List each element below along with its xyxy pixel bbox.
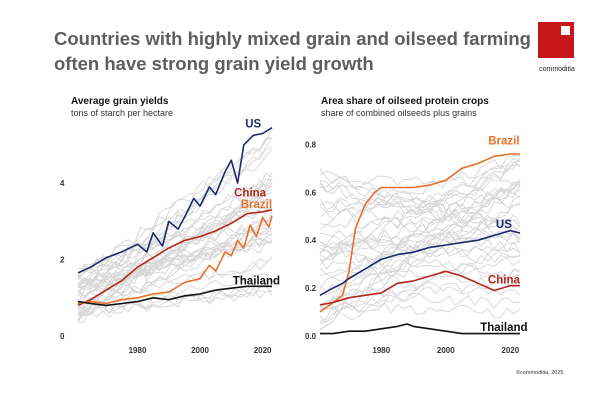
background-series-line [77,207,273,277]
background-series-line [319,229,521,267]
background-series-line [319,214,521,277]
series-line-brazil [77,215,273,305]
background-series-line [319,240,521,331]
background-series-line [319,245,521,278]
background-series-line [319,189,521,211]
logo-text: commoditia [539,66,575,73]
background-series-line [319,171,521,232]
background-series-line [77,172,273,287]
background-series-line [77,282,273,319]
series-label-us: US [245,119,261,131]
background-series-line [319,195,521,330]
background-series-line [77,227,273,289]
background-series-line [77,211,273,281]
background-series-line [319,168,521,236]
series-line-china [319,270,520,306]
background-series-line [319,181,521,245]
x-tick-label: 1980 [129,346,147,355]
y-tick-label: 4 [60,179,65,188]
series-label-us: US [496,219,512,231]
y-tick-label: 0.4 [305,236,317,245]
background-series-group [77,127,273,324]
background-series-line [319,181,521,306]
x-tick-label: 2000 [437,346,455,355]
series-line-thailand [77,285,272,307]
y-tick-label: 0 [60,332,65,341]
series-line-china [77,209,273,307]
series-label-thailand: Thailand [233,275,280,287]
series-label-brazil: Brazil [488,135,519,147]
footer-credit: ©commoditia, 2025 [516,370,564,376]
headline-line-1: Countries with highly mixed grain and oi… [54,28,531,49]
background-series-line [77,192,273,311]
background-series-line [77,184,273,321]
background-series-line [319,155,521,230]
panel-average-grain-yields: Average grain yields tons of starch per … [60,96,280,355]
background-series-line [319,179,521,323]
y-tick-label: 0.8 [305,140,317,149]
background-series-line [77,207,273,278]
chart-title: Average grain yields [71,96,169,107]
series-label-china: China [234,188,267,200]
background-series-line [77,227,273,317]
background-series-line [319,283,521,309]
headline-line-2: often have strong grain yield growth [54,53,374,74]
charts: Average grain yields tons of starch per … [60,96,528,355]
headline: Countries with highly mixed grain and oi… [54,26,531,76]
background-series-line [319,249,521,281]
chart-title: Area share of oilseed protein crops [321,96,489,107]
series-label-brazil: Brazil [241,199,272,211]
y-tick-label: 0.6 [305,188,317,197]
logo-notch [561,26,570,35]
series-line-us [77,127,273,274]
background-series-line [319,230,521,247]
background-series-line [319,301,521,318]
x-tick-label: 2020 [254,346,272,355]
background-series-line [77,172,273,316]
x-tick-label: 2020 [501,346,519,355]
background-series-group [319,155,521,331]
background-series-line [319,214,521,229]
background-series-line [77,137,272,280]
y-tick-label: 2 [60,256,65,265]
y-tick-label: 0.2 [305,284,317,293]
chart-subtitle: share of combined oilseeds plus grains [321,108,477,118]
panel-area-share-oilseed: Area share of oilseed protein crops shar… [305,96,528,355]
background-series-line [77,232,273,295]
background-series-line [77,178,273,306]
series-label-thailand: Thailand [480,322,527,334]
series-line-thailand [320,323,520,335]
x-tick-label: 1980 [372,346,390,355]
commoditia-logo-mark [538,22,574,58]
background-series-line [319,175,521,189]
series-line-us [319,229,521,296]
background-series-line [319,201,521,254]
y-tick-label: 0.0 [305,332,317,341]
background-series-line [77,284,273,315]
background-series-line [77,237,273,290]
series-label-china: China [488,274,521,286]
background-series-line [319,240,521,253]
x-tick-label: 2000 [191,346,209,355]
chart-subtitle: tons of starch per hectare [71,108,173,118]
